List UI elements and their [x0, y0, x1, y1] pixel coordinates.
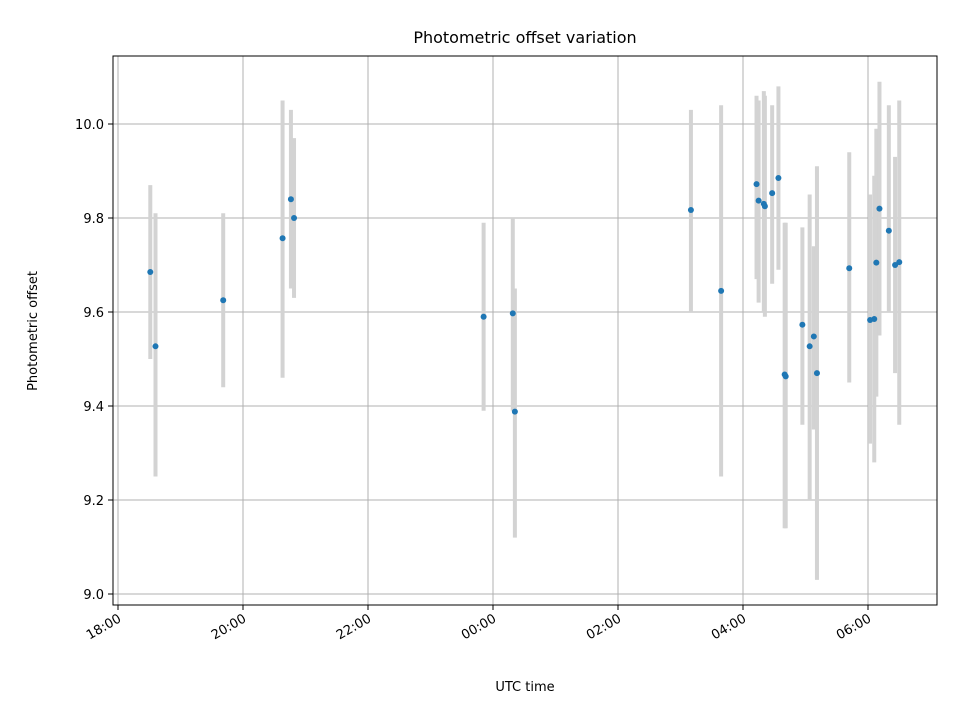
data-point — [753, 181, 760, 188]
data-point — [885, 227, 892, 234]
data-point — [782, 373, 789, 380]
data-point — [687, 207, 694, 214]
x-tick-label: 18:00 — [84, 611, 124, 643]
data-point — [806, 343, 813, 350]
y-tick-label: 9.8 — [83, 212, 104, 227]
x-tick-label: 04:00 — [709, 611, 749, 643]
data-points — [147, 175, 903, 415]
y-axis-label: Photometric offset — [26, 271, 41, 391]
data-point — [896, 259, 903, 266]
data-point — [876, 205, 883, 212]
data-point — [799, 321, 806, 328]
data-point — [761, 203, 768, 210]
data-point — [279, 235, 286, 242]
data-point — [287, 196, 294, 203]
x-tick-label: 22:00 — [334, 611, 374, 643]
x-tick-label: 20:00 — [209, 611, 249, 643]
data-point — [775, 175, 782, 182]
data-point — [147, 269, 154, 276]
data-point — [846, 265, 853, 272]
x-tick-label: 00:00 — [459, 611, 499, 643]
y-tick-label: 9.6 — [83, 306, 104, 321]
x-axis-ticks: 18:00 20:00 22:00 00:00 02:00 04:00 06:00 — [84, 605, 874, 643]
y-tick-label: 9.4 — [83, 400, 104, 415]
y-tick-label: 10.0 — [75, 118, 104, 133]
data-point — [152, 343, 159, 350]
x-tick-label: 06:00 — [834, 611, 874, 643]
grid-lines — [113, 56, 937, 605]
data-point — [718, 287, 725, 294]
y-tick-label: 9.2 — [83, 494, 104, 509]
plot-area — [113, 56, 937, 605]
data-point — [873, 259, 880, 266]
x-axis-label: UTC time — [495, 680, 554, 695]
data-point — [810, 333, 817, 340]
data-point — [480, 313, 487, 320]
y-tick-label: 9.0 — [83, 588, 104, 603]
chart-title: Photometric offset variation — [413, 28, 636, 47]
x-tick-label: 02:00 — [584, 611, 624, 643]
data-point — [220, 297, 227, 304]
data-point — [755, 197, 762, 204]
data-point — [871, 316, 878, 323]
y-axis-ticks: 9.0 9.2 9.4 9.6 9.8 10.0 — [75, 118, 113, 603]
data-point — [509, 310, 516, 317]
data-point — [769, 190, 776, 197]
data-point — [291, 215, 298, 221]
data-point — [813, 370, 820, 377]
data-point — [511, 408, 518, 415]
plot-frame — [112, 55, 938, 606]
